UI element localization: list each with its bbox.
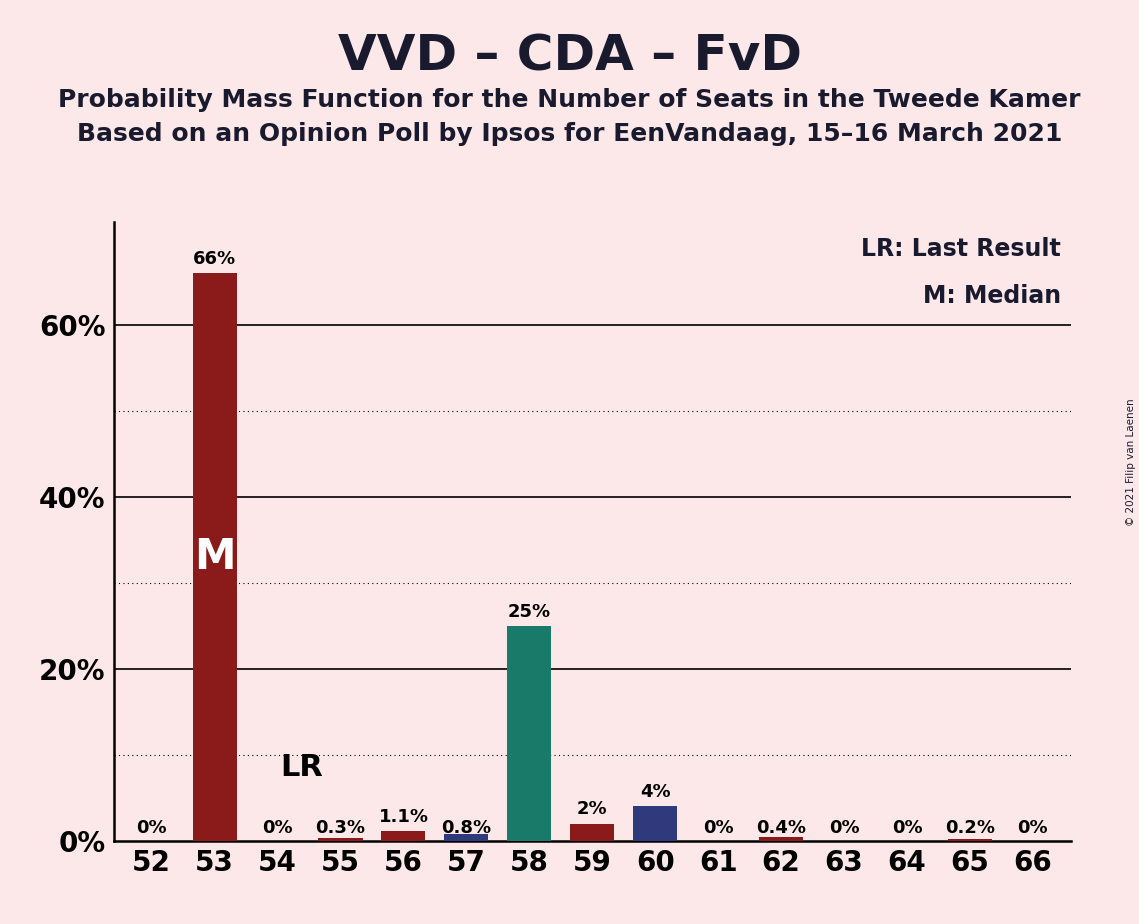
Text: 0%: 0%: [892, 820, 923, 837]
Text: LR: LR: [280, 753, 323, 783]
Bar: [633, 807, 678, 841]
Bar: [382, 832, 426, 841]
Text: 0%: 0%: [829, 820, 859, 837]
Bar: [507, 626, 551, 841]
Text: Probability Mass Function for the Number of Seats in the Tweede Kamer: Probability Mass Function for the Number…: [58, 88, 1081, 112]
Text: 0%: 0%: [1017, 820, 1048, 837]
Text: © 2021 Filip van Laenen: © 2021 Filip van Laenen: [1126, 398, 1136, 526]
Text: 0%: 0%: [262, 820, 293, 837]
Text: LR: Last Result: LR: Last Result: [861, 237, 1062, 261]
Text: 66%: 66%: [192, 250, 236, 268]
Text: 25%: 25%: [508, 602, 551, 621]
Text: 0.4%: 0.4%: [756, 820, 806, 837]
Text: 1.1%: 1.1%: [378, 808, 428, 826]
Text: 0%: 0%: [703, 820, 734, 837]
Text: 4%: 4%: [640, 784, 671, 801]
Text: 0%: 0%: [137, 820, 167, 837]
Text: 0.2%: 0.2%: [945, 820, 995, 837]
Text: 2%: 2%: [577, 800, 607, 819]
Bar: [759, 837, 803, 841]
Text: M: Median: M: Median: [923, 284, 1062, 308]
Bar: [948, 839, 992, 841]
Bar: [192, 274, 237, 841]
Text: Based on an Opinion Poll by Ipsos for EenVandaag, 15–16 March 2021: Based on an Opinion Poll by Ipsos for Ee…: [76, 122, 1063, 146]
Bar: [444, 834, 489, 841]
Text: M: M: [194, 536, 236, 578]
Text: VVD – CDA – FvD: VVD – CDA – FvD: [337, 32, 802, 80]
Bar: [571, 823, 614, 841]
Text: 0.8%: 0.8%: [441, 820, 491, 837]
Text: 0.3%: 0.3%: [316, 820, 366, 837]
Bar: [319, 838, 362, 841]
